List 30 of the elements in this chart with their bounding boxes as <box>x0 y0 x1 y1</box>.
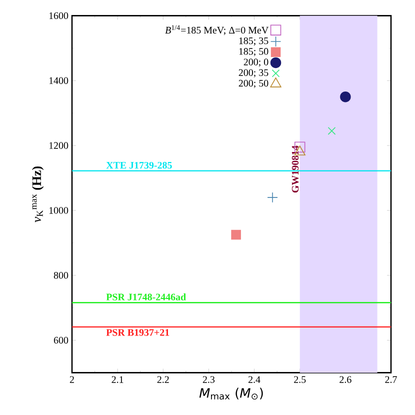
legend-label: 200; 50 <box>238 80 268 88</box>
x-tick-label: 2.4 <box>248 376 260 383</box>
legend-label: B$^{1/4}$=185 MeV; Δ=0 MeV <box>165 25 268 35</box>
y-tick-label: 600 <box>54 336 68 344</box>
point <box>328 126 336 135</box>
point <box>267 192 278 203</box>
y-tick-label: 1400 <box>49 77 68 84</box>
x-tick-label: 2.7 <box>385 376 397 383</box>
band-label: GW190814 <box>292 146 299 193</box>
ref-line-label: PSR B1937+21 <box>106 329 170 336</box>
ref-line-label: PSR J1748-2446ad <box>106 293 186 300</box>
x-tick-label: 2.5 <box>294 376 306 383</box>
x-tick-label: 2.3 <box>202 376 215 383</box>
legend-label: 200; 35 <box>238 69 268 78</box>
legend-label: 185; 35 <box>239 37 268 46</box>
point <box>231 230 241 240</box>
y-axis-title: ν$_{K}$$^{max}$ (Hz) <box>32 166 44 222</box>
legend-label: 200; 0 <box>244 58 268 67</box>
y-tick-label: 1000 <box>49 207 68 214</box>
x-axis-title: M$_{max}$ (M$_{⊙}$) <box>199 388 263 400</box>
x-tick-label: 2.2 <box>157 376 169 383</box>
y-tick-label: 800 <box>54 272 68 279</box>
point <box>340 91 351 102</box>
x-tick-label: 2.1 <box>112 376 124 383</box>
legend-label: 185; 50 <box>239 48 268 56</box>
x-tick-label: 2 <box>70 376 74 383</box>
y-tick-label: 1200 <box>49 142 68 149</box>
y-tick-label: 1600 <box>49 12 68 20</box>
x-tick-label: 2.6 <box>340 376 352 383</box>
ref-line-label: XTE J1739-285 <box>106 162 172 169</box>
